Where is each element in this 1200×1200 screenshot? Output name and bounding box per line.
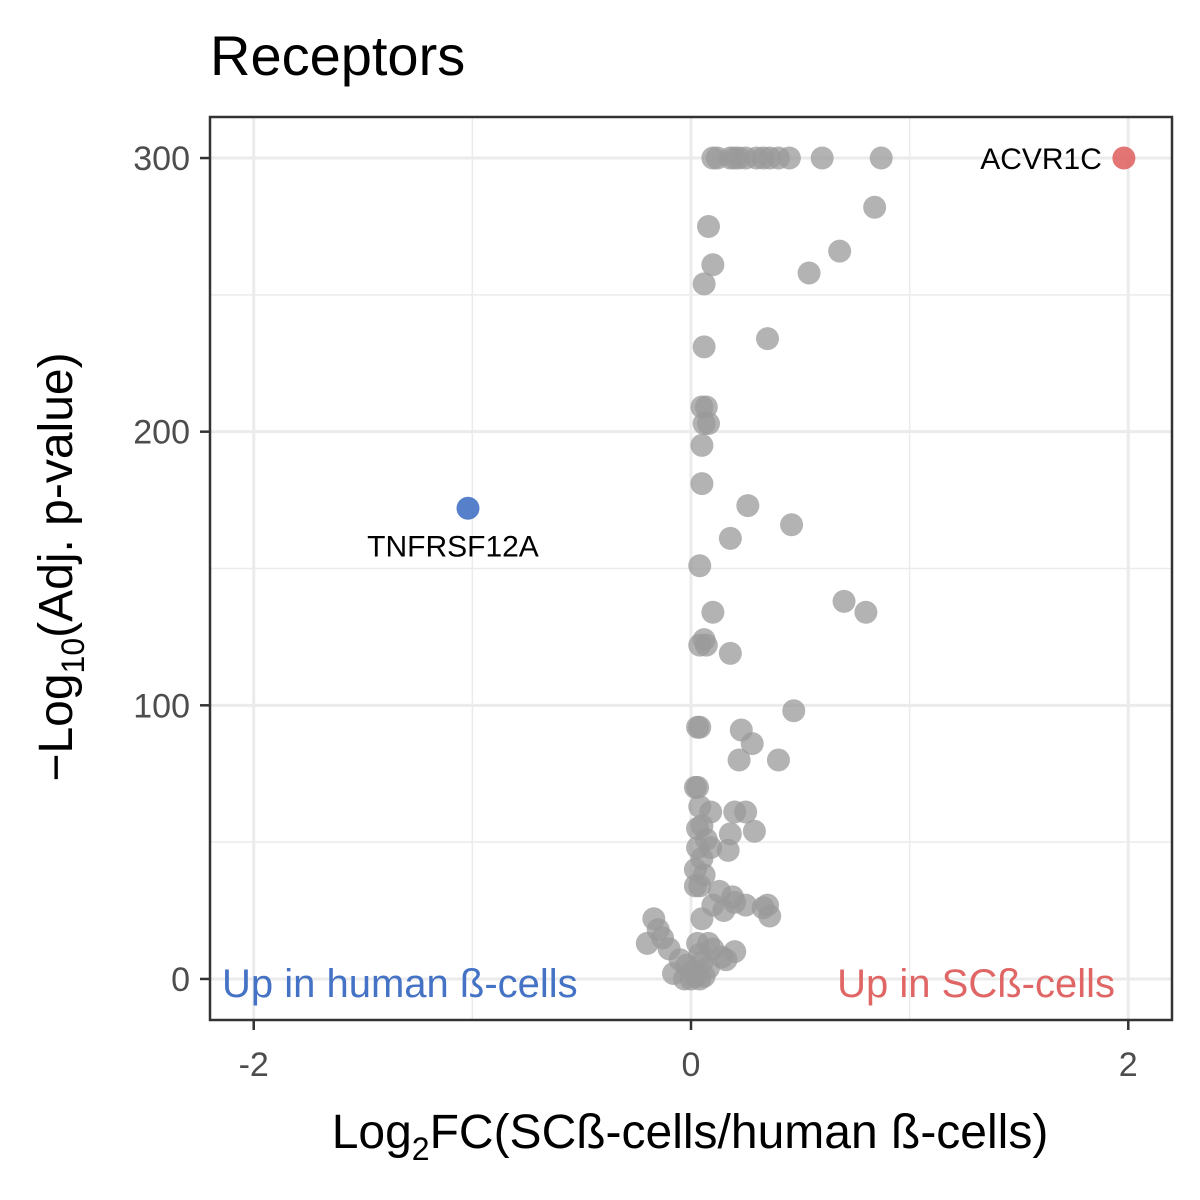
data-point [714, 948, 738, 972]
data-point [854, 600, 878, 624]
data-point [694, 633, 718, 657]
data-point [712, 899, 736, 923]
data-point [810, 146, 834, 170]
y-axis-title-suffix: (Adj. p-value) [30, 352, 83, 637]
highlighted-points: ACVR1C TNFRSF12A [367, 143, 1136, 563]
point-label: TNFRSF12A [367, 530, 539, 563]
x-axis-title-subscript: 2 [412, 1131, 430, 1167]
data-point [797, 261, 821, 285]
x-tick-label: 0 [682, 1046, 701, 1084]
y-axis-title-subscript: 10 [55, 638, 91, 674]
data-point [690, 433, 714, 457]
data-point [688, 554, 712, 578]
data-point [766, 748, 790, 772]
highlighted-point [1112, 146, 1136, 170]
highlighted-point [456, 496, 480, 520]
y-tick-label: 0 [171, 961, 190, 999]
data-point [635, 931, 659, 955]
data-point [686, 775, 710, 799]
data-point [832, 589, 856, 613]
data-point [740, 732, 764, 756]
data-point [701, 253, 725, 277]
data-point [734, 800, 758, 824]
data-point [780, 513, 804, 537]
data-point [688, 715, 712, 739]
data-point [718, 526, 742, 550]
data-point [692, 272, 716, 296]
chart-title: Receptors [210, 24, 465, 87]
y-tick-label: 100 [133, 687, 190, 725]
y-tick-label: 300 [133, 140, 190, 178]
data-point [863, 195, 887, 219]
data-point [782, 699, 806, 723]
x-axis-title-prefix: Log [332, 1106, 412, 1159]
data-point [727, 748, 751, 772]
x-axis-title-suffix: FC(SCß-cells/human ß-cells) [430, 1106, 1049, 1159]
x-tick-label: 2 [1119, 1046, 1138, 1084]
data-point [718, 641, 742, 665]
data-point [692, 335, 716, 359]
annotation-up-human: Up in human ß-cells [222, 962, 578, 1006]
y-axis-title: −Log10(Adj. p-value) [30, 352, 91, 781]
y-axis-title-prefix: −Log [30, 673, 83, 781]
data-point [688, 874, 712, 898]
x-tick-label: -2 [239, 1046, 269, 1084]
data-point [679, 967, 703, 991]
data-point [869, 146, 893, 170]
data-point [690, 907, 714, 931]
point-label: ACVR1C [980, 143, 1102, 176]
data-point [716, 838, 740, 862]
data-point [734, 893, 758, 917]
data-points [635, 146, 893, 991]
data-point [756, 327, 780, 351]
x-axis-title: Log2FC(SCß-cells/human ß-cells) [332, 1106, 1049, 1167]
annotation-up-sc: Up in SCß-cells [837, 962, 1115, 1006]
data-point [696, 214, 720, 238]
data-point [736, 494, 760, 518]
axis-ticks: -2 0 2 0 100 200 300 [133, 140, 1137, 1084]
data-point [828, 239, 852, 263]
data-point [742, 819, 766, 843]
data-point [696, 411, 720, 435]
data-point [690, 472, 714, 496]
data-point [777, 146, 801, 170]
data-point [701, 600, 725, 624]
y-tick-label: 200 [133, 414, 190, 452]
data-point [756, 893, 780, 917]
